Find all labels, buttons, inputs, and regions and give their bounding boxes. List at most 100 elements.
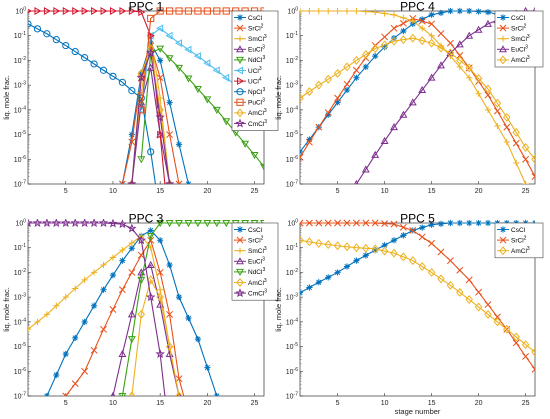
data-point — [306, 136, 313, 143]
data-point — [137, 94, 145, 102]
data-point — [361, 165, 370, 173]
y-tick-label: 10-1 — [286, 243, 298, 252]
series-srcl2 — [300, 219, 535, 373]
data-point — [503, 112, 511, 122]
legend-label: CmCl3 — [248, 119, 267, 128]
data-point — [175, 220, 183, 228]
legend-marker — [236, 56, 244, 65]
data-point — [81, 7, 89, 15]
data-point — [334, 99, 341, 106]
data-point — [147, 236, 155, 244]
data-point — [89, 219, 99, 227]
data-point — [428, 32, 435, 39]
data-point — [147, 227, 154, 234]
data-point — [503, 138, 510, 146]
data-point — [99, 66, 108, 74]
data-point — [165, 31, 173, 40]
legend-marker — [499, 24, 507, 32]
data-point — [137, 276, 146, 284]
data-point — [531, 154, 535, 164]
data-point — [333, 241, 342, 251]
data-point — [315, 7, 322, 15]
data-point — [118, 180, 126, 184]
data-point — [371, 244, 379, 254]
data-point — [512, 339, 520, 347]
data-point — [127, 223, 137, 233]
series-smcl3 — [28, 232, 183, 396]
data-point — [90, 302, 98, 309]
y-tick-label: 10-5 — [14, 130, 26, 139]
y-tick-label: 10-1 — [14, 31, 26, 40]
legend-label: CsCl — [511, 227, 526, 234]
data-point — [222, 73, 230, 82]
data-point — [372, 52, 379, 60]
y-tick-label: 10-2 — [14, 56, 26, 65]
data-point — [362, 243, 370, 253]
data-point — [79, 219, 90, 227]
data-point — [51, 219, 62, 227]
y-axis-label: liq. mole frac. — [2, 287, 11, 332]
data-point — [100, 7, 108, 15]
data-point — [175, 294, 183, 301]
legend-label: UCl3 — [248, 66, 262, 75]
data-point — [174, 39, 183, 48]
data-point — [437, 248, 445, 256]
data-point — [390, 36, 398, 46]
data-point — [381, 43, 388, 51]
legend-marker — [236, 257, 244, 265]
data-point — [390, 24, 398, 32]
data-point — [72, 334, 79, 342]
x-tick-label: 10 — [381, 188, 389, 195]
data-point — [372, 247, 379, 254]
data-point — [419, 16, 426, 23]
data-point — [352, 219, 360, 227]
data-point — [128, 239, 135, 247]
data-point — [109, 72, 117, 80]
data-point — [343, 263, 351, 270]
data-point — [456, 7, 463, 15]
data-point — [522, 352, 530, 360]
data-point — [531, 365, 535, 373]
data-point — [165, 220, 174, 228]
legend-marker — [236, 108, 244, 118]
legend-marker — [236, 45, 244, 53]
data-point — [372, 9, 379, 16]
x-tick-label: 15 — [428, 400, 436, 407]
legend-entry: SrCl2 — [234, 235, 264, 244]
x-tick-label: 5 — [336, 400, 340, 407]
data-point — [466, 74, 473, 81]
data-point — [353, 7, 360, 15]
data-point — [522, 180, 529, 184]
data-point — [315, 80, 323, 90]
data-point — [62, 392, 70, 396]
data-point — [446, 280, 455, 290]
data-point — [62, 350, 69, 358]
legend-marker — [235, 118, 245, 128]
y-tick-label: 10-3 — [286, 81, 298, 90]
data-point — [184, 75, 193, 83]
data-point — [531, 173, 535, 181]
data-point — [109, 7, 118, 15]
data-point — [334, 94, 342, 102]
y-tick-label: 10-7 — [286, 180, 298, 189]
data-point — [146, 260, 155, 268]
data-point — [521, 143, 530, 152]
legend-label: SmCl3 — [248, 246, 267, 255]
data-point — [362, 252, 369, 259]
data-point — [390, 237, 398, 244]
data-point — [300, 7, 304, 15]
data-point — [380, 40, 389, 50]
data-point — [61, 219, 71, 227]
data-point — [71, 47, 79, 56]
data-point — [166, 310, 174, 318]
data-point — [456, 55, 464, 65]
legend-entry: CsCl — [497, 226, 526, 234]
data-point — [43, 392, 50, 396]
legend-label: NdCl3 — [248, 55, 265, 64]
y-axis-label: liq. mole frac. — [2, 75, 11, 120]
data-point — [250, 151, 259, 160]
data-point — [474, 302, 483, 312]
legend-entry: SmCl3 — [234, 246, 267, 255]
data-point — [128, 268, 136, 276]
